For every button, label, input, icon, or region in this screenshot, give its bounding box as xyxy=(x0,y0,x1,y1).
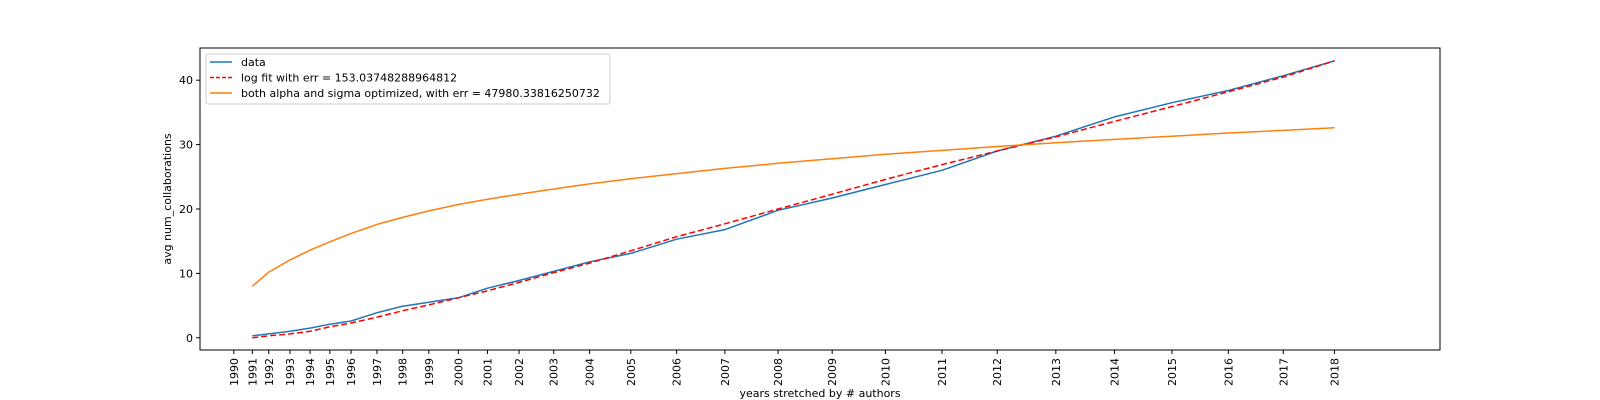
x-tick-label: 2011 xyxy=(936,358,949,386)
x-tick-label: 2017 xyxy=(1277,358,1290,386)
x-tick-label: 2001 xyxy=(481,358,494,386)
legend-label: data xyxy=(241,56,266,69)
x-tick-label: 2005 xyxy=(625,358,638,386)
x-tick-label: 2014 xyxy=(1108,358,1121,386)
x-tick-label: 2010 xyxy=(879,358,892,386)
x-tick-label: 2002 xyxy=(513,358,526,386)
x-tick-label: 1990 xyxy=(228,358,241,386)
legend-frame xyxy=(205,53,611,105)
legend-label: both alpha and sigma optimized, with err… xyxy=(241,87,600,100)
legend: data log fit with err = 153.0374828896481… xyxy=(205,53,611,105)
y-tick-label: 30 xyxy=(179,139,193,152)
series-line-1 xyxy=(252,60,1335,339)
x-tick-label: 2009 xyxy=(826,358,839,386)
x-tick-label: 2004 xyxy=(584,358,597,386)
x-tick-label: 2008 xyxy=(772,358,785,386)
x-tick-label: 2012 xyxy=(991,358,1004,386)
series-lines xyxy=(251,60,1335,339)
x-tick-label: 2000 xyxy=(452,358,465,386)
x-tick-label: 1991 xyxy=(246,358,259,386)
plot-frame xyxy=(199,47,1441,351)
x-tick-label: 2018 xyxy=(1328,358,1341,386)
x-tick-label: 2015 xyxy=(1166,358,1179,386)
series-line-2 xyxy=(251,127,1335,287)
x-tick-label: 2003 xyxy=(548,358,561,386)
x-tick-label: 2007 xyxy=(719,358,732,386)
x-tick-label: 1992 xyxy=(263,358,276,386)
y-tick-label: 20 xyxy=(179,203,193,216)
x-tick-label: 1993 xyxy=(284,358,297,386)
y-tick-label: 10 xyxy=(179,267,193,280)
x-tick-label: 1995 xyxy=(324,358,337,386)
y-axis-label: avg num_collaborations xyxy=(161,133,174,265)
x-tick-label: 1997 xyxy=(371,358,384,386)
x-tick-label: 1994 xyxy=(304,358,317,386)
x-axis-label: years stretched by # authors xyxy=(739,387,900,400)
x-tick-label: 2006 xyxy=(671,358,684,386)
y-axis: 0 10 20 30 40 xyxy=(179,74,200,345)
x-tick-label: 2016 xyxy=(1222,358,1235,386)
x-tick-label: 1996 xyxy=(345,358,358,386)
x-axis: 1990 1991 1992 1993 1994 1995 1996 1997 1998 1999… xyxy=(228,350,1341,386)
x-tick-label: 1998 xyxy=(397,358,410,386)
y-tick-label: 0 xyxy=(186,332,193,345)
x-tick-label: 2013 xyxy=(1050,358,1063,386)
series-line-0 xyxy=(252,60,1335,337)
y-tick-label: 40 xyxy=(179,74,193,87)
x-tick-label: 1999 xyxy=(423,358,436,386)
legend-label: log fit with err = 153.03748288964812 xyxy=(241,72,457,85)
